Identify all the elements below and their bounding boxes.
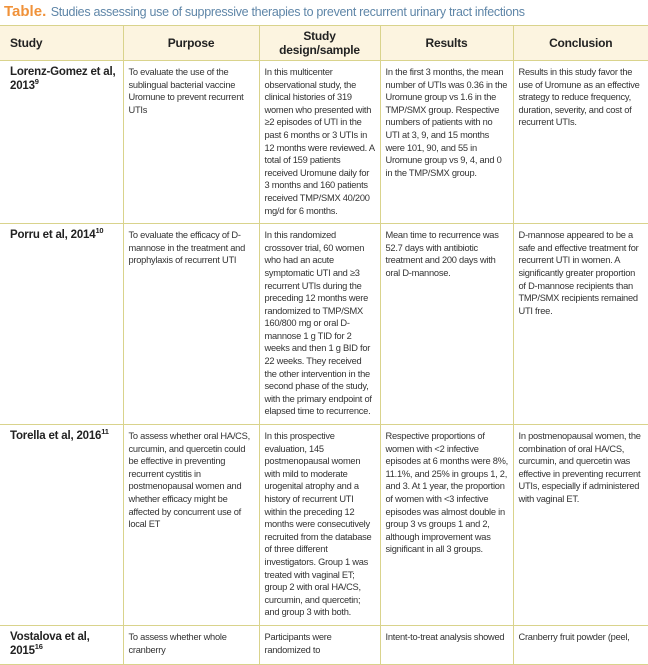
- results-cell: Intent-to-treat analysis showed: [379, 625, 513, 665]
- design-cell: In this randomized crossover trial, 60 w…: [258, 223, 380, 426]
- conclusion-cell: D-mannose appeared to be a safe and effe…: [512, 223, 648, 426]
- table-row: Porru et al, 201410 To evaluate the effi…: [0, 223, 648, 426]
- design-cell: In this multicenter observational study,…: [258, 60, 380, 225]
- column-header-results: Results: [379, 25, 513, 61]
- conclusion-cell: In postmenopausal women, the combination…: [512, 424, 648, 626]
- study-name: Porru et al, 201410: [0, 223, 123, 426]
- study-name: Lorenz-Gomez et al, 20139: [0, 60, 123, 225]
- table-title: Table. Studies assessing use of suppress…: [0, 0, 648, 25]
- study-name: Vostalova et al, 201516: [0, 625, 123, 665]
- design-cell: Participants were randomized to: [258, 625, 380, 665]
- table-label: Table.: [4, 3, 47, 20]
- purpose-cell: To evaluate the use of the sublingual ba…: [122, 60, 259, 225]
- column-header-study: Study: [0, 25, 123, 61]
- studies-table: Study Purpose Study design/sample Result…: [0, 25, 648, 665]
- results-cell: Respective proportions of women with <2 …: [379, 424, 513, 626]
- table-row: Lorenz-Gomez et al, 20139 To evaluate th…: [0, 60, 648, 225]
- table-caption: Studies assessing use of suppressive the…: [50, 5, 525, 19]
- column-header-purpose: Purpose: [122, 25, 259, 61]
- study-name: Torella et al, 201611: [0, 424, 123, 626]
- conclusion-cell: Results in this study favor the use of U…: [512, 60, 648, 225]
- conclusion-cell: Cranberry fruit powder (peel,: [512, 625, 648, 665]
- results-cell: Mean time to recurrence was 52.7 days wi…: [379, 223, 513, 426]
- table-header-row: Study Purpose Study design/sample Result…: [0, 25, 648, 61]
- table-row: Torella et al, 201611 To assess whether …: [0, 424, 648, 626]
- purpose-cell: To evaluate the efficacy of D-mannose in…: [122, 223, 259, 426]
- purpose-cell: To assess whether whole cranberry: [122, 625, 259, 665]
- purpose-cell: To assess whether oral HA/CS, curcumin, …: [122, 424, 259, 626]
- table-row: Vostalova et al, 201516 To assess whethe…: [0, 625, 648, 665]
- column-header-design: Study design/sample: [258, 25, 380, 61]
- column-header-conclusion: Conclusion: [512, 25, 648, 61]
- results-cell: In the first 3 months, the mean number o…: [379, 60, 513, 225]
- design-cell: In this prospective evaluation, 145 post…: [258, 424, 380, 626]
